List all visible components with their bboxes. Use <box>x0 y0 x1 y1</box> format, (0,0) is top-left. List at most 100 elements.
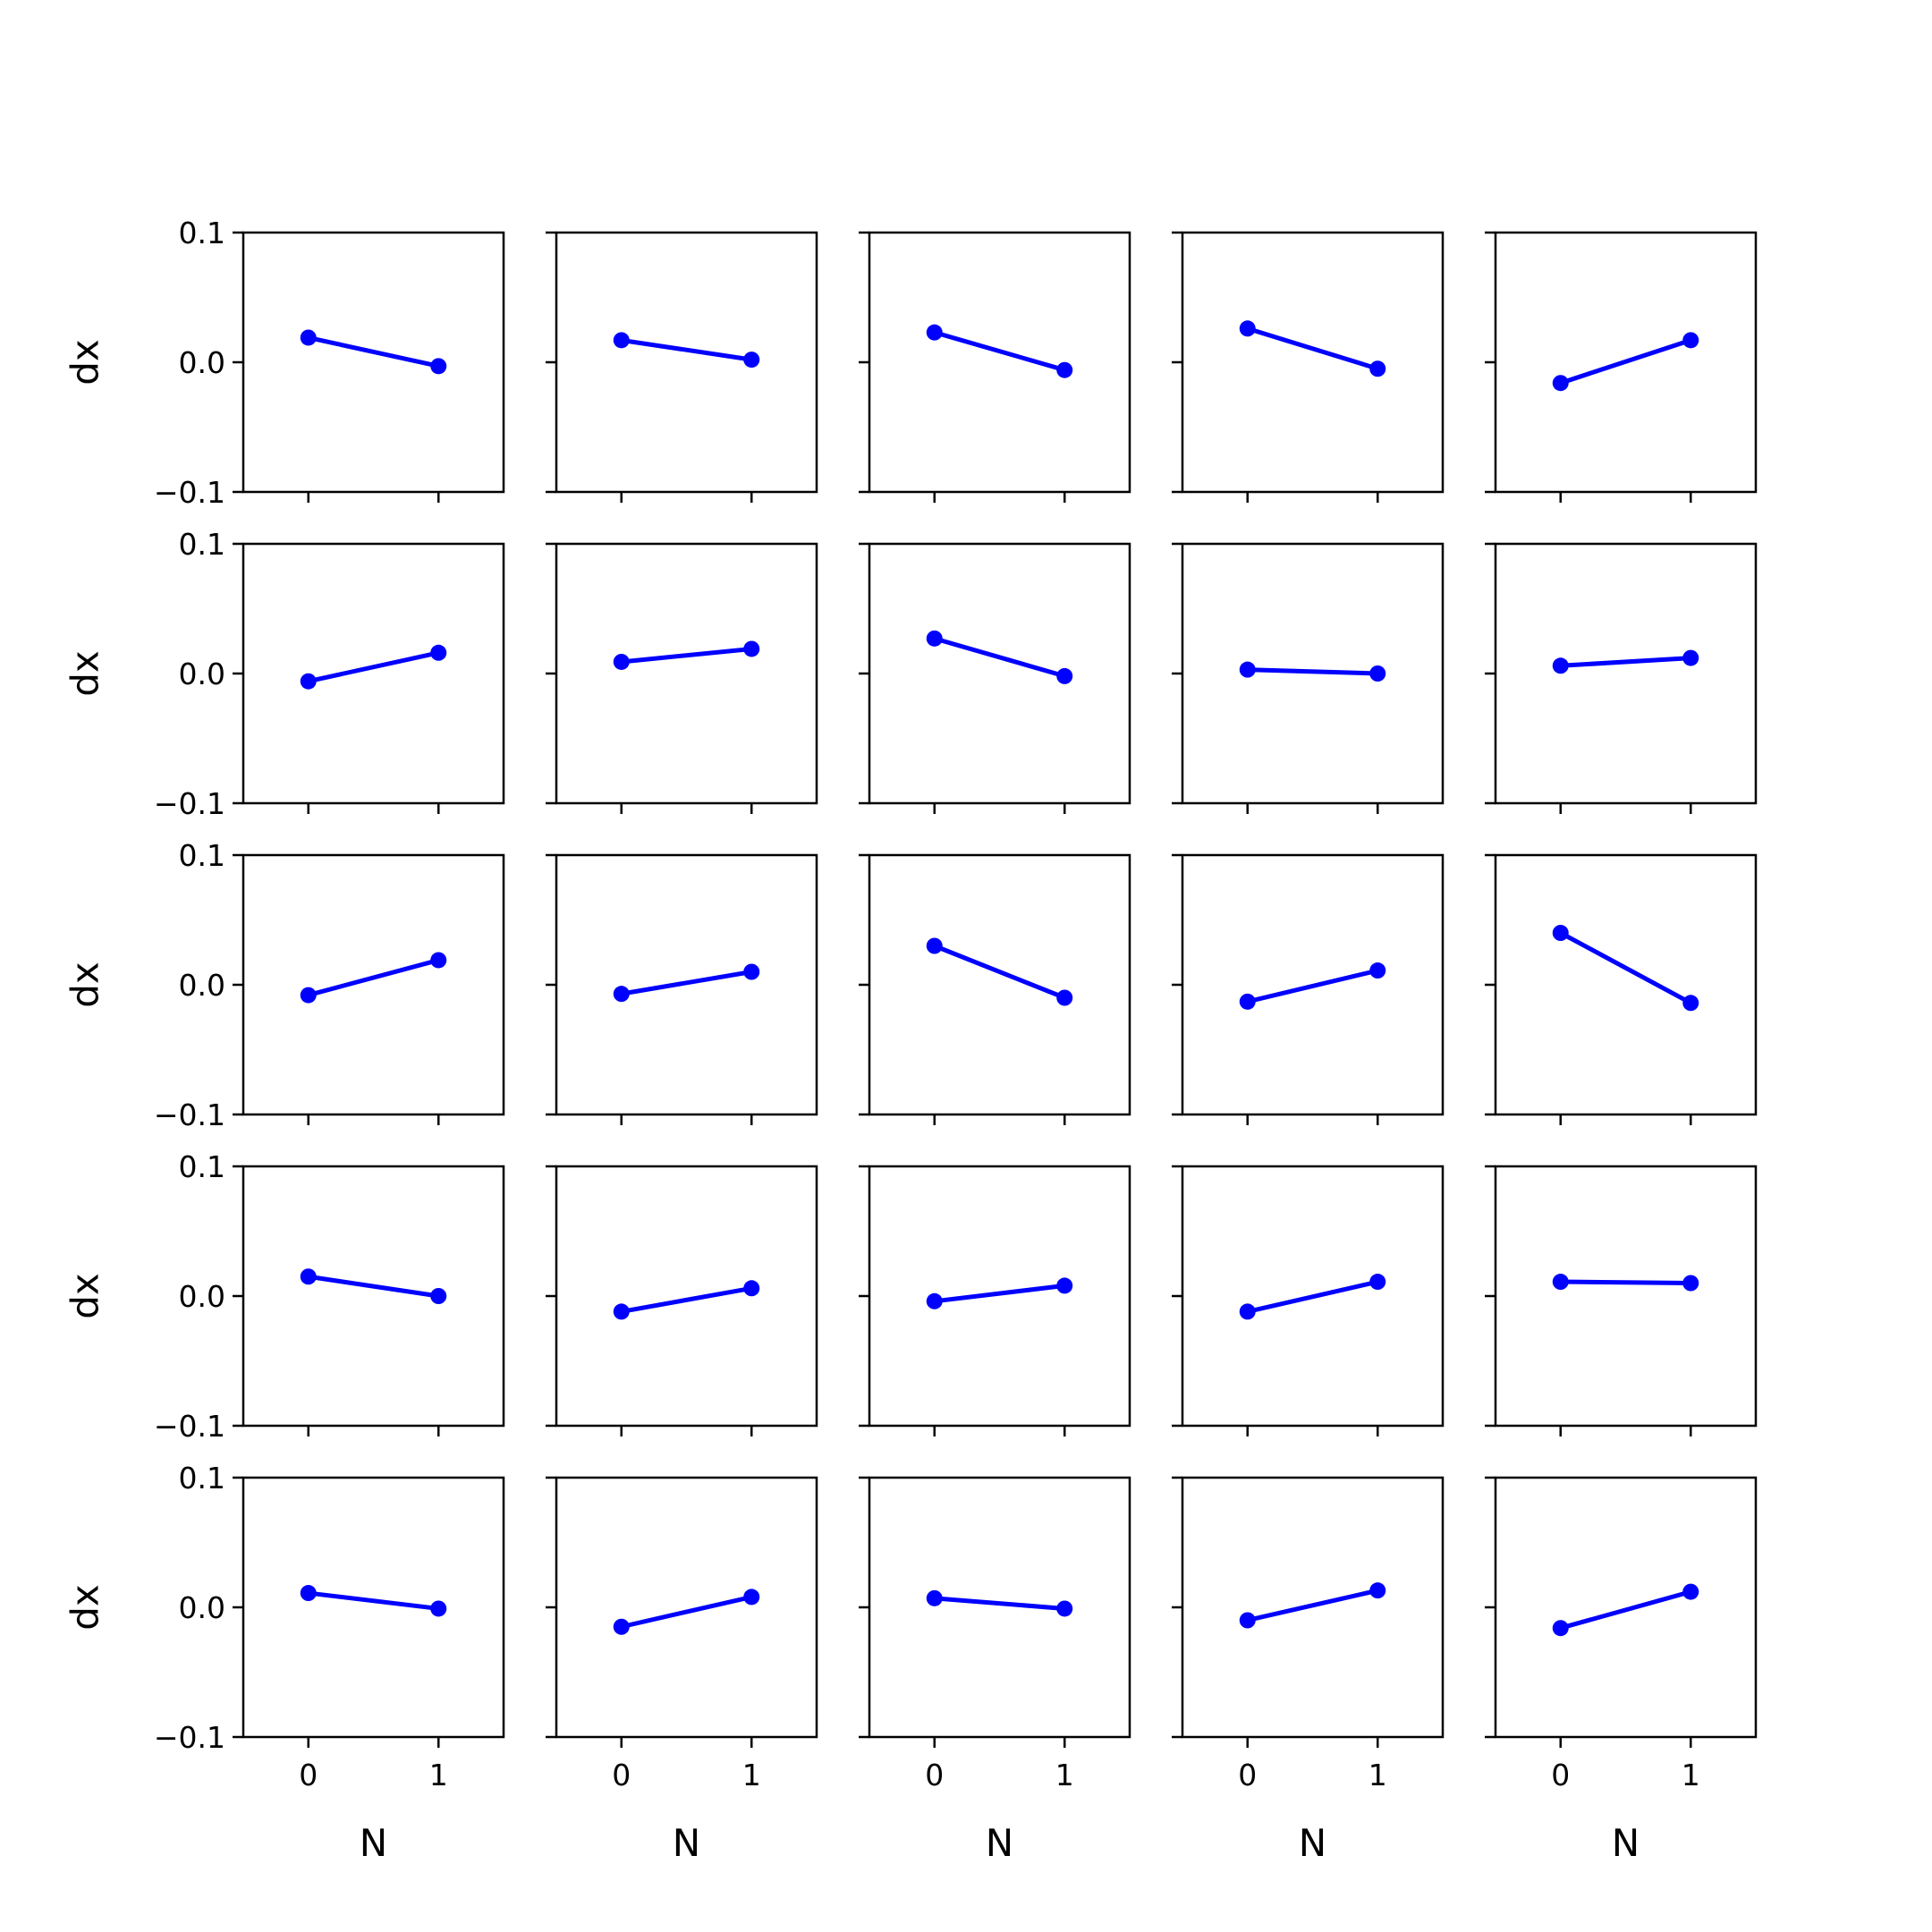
series-line <box>621 1594 752 1630</box>
data-point <box>1369 360 1386 377</box>
y-tick-label: −0.1 <box>154 1409 225 1444</box>
data-point <box>1056 989 1073 1006</box>
data-point <box>1239 1303 1256 1320</box>
y-tick-label: 0.0 <box>179 345 225 380</box>
data-point <box>300 987 317 1004</box>
data-point <box>743 1589 760 1606</box>
series-line <box>621 646 752 665</box>
axes-frame <box>1494 542 1758 805</box>
axes-frame <box>1494 1476 1758 1739</box>
subplot-r4-c2 <box>546 1165 818 1436</box>
data-point <box>1682 1583 1699 1600</box>
series-line <box>308 335 439 369</box>
data-point <box>1056 361 1073 378</box>
data-point <box>1552 1274 1569 1291</box>
data-point <box>1682 332 1699 349</box>
axes-frame <box>1181 1476 1445 1739</box>
subplot-grid: −0.10.00.1dx−0.10.00.1dx−0.10.00.1dx−0.1… <box>64 216 1758 1865</box>
axes-frame <box>242 1165 505 1428</box>
series-line <box>1247 968 1378 1004</box>
data-point <box>1682 995 1699 1012</box>
x-tick-label: 0 <box>299 1758 318 1792</box>
x-axis-label: N <box>986 1821 1013 1865</box>
y-tick-label: −0.1 <box>154 1720 225 1755</box>
data-point <box>430 358 447 375</box>
data-point <box>743 963 760 980</box>
x-tick-label: 1 <box>1682 1758 1700 1792</box>
data-point <box>1056 667 1073 684</box>
axes-frame <box>555 1165 818 1428</box>
y-tick-label: 0.1 <box>179 1461 225 1496</box>
series-line <box>308 958 439 998</box>
y-tick-label: 0.0 <box>179 968 225 1003</box>
axes-frame <box>1181 542 1445 805</box>
x-tick-label: 1 <box>1055 1758 1074 1792</box>
subplot-r2-c1: −0.1 0.0 0.1 dx <box>64 527 505 821</box>
x-tick-label: 0 <box>1551 1758 1570 1792</box>
axes-frame <box>868 231 1131 494</box>
data-point <box>430 1288 447 1304</box>
axes-frame <box>242 1476 505 1739</box>
data-point <box>430 644 447 661</box>
data-point <box>613 332 630 349</box>
data-point <box>300 329 317 346</box>
x-tick-label: 0 <box>925 1758 944 1792</box>
axes-frame <box>242 231 505 494</box>
series-line <box>621 1285 752 1314</box>
series-line <box>934 636 1065 679</box>
x-tick-label: 0 <box>1238 1758 1257 1792</box>
data-point <box>430 952 447 969</box>
series-line <box>934 1283 1065 1304</box>
x-tick-label: 1 <box>429 1758 448 1792</box>
data-point <box>926 1292 943 1309</box>
y-tick-label: −0.1 <box>154 475 225 510</box>
subplot-r1-c4 <box>1172 231 1445 503</box>
y-axis-label: dx <box>64 339 107 386</box>
subplot-r5-c3: 0 1 N <box>859 1476 1131 1865</box>
y-axis-label: dx <box>64 650 107 697</box>
data-point <box>1369 1274 1386 1291</box>
subplot-r3-c1: −0.1 0.0 0.1 dx <box>64 838 505 1132</box>
data-point <box>613 653 630 670</box>
y-tick-label: 0.1 <box>179 1149 225 1184</box>
axes-frame <box>1181 231 1445 494</box>
y-tick-label: −0.1 <box>154 1097 225 1132</box>
subplot-r4-c4 <box>1172 1165 1445 1436</box>
series-line <box>1247 667 1378 676</box>
y-tick-label: 0.0 <box>179 1279 225 1314</box>
data-point <box>1056 1277 1073 1294</box>
data-point <box>926 324 943 341</box>
axes-frame <box>555 231 818 494</box>
series-line <box>1559 337 1692 386</box>
y-tick-label: 0.0 <box>179 1590 225 1625</box>
y-tick-label: 0.1 <box>179 216 225 250</box>
axes-frame <box>868 1165 1131 1428</box>
data-point <box>743 1280 760 1297</box>
subplot-r4-c1: −0.1 0.0 0.1 dx <box>64 1149 505 1444</box>
data-point <box>1552 1620 1569 1637</box>
x-axis-label: N <box>360 1821 387 1865</box>
axes-frame <box>242 853 505 1116</box>
subplot-r2-c3 <box>859 542 1131 814</box>
y-tick-label: −0.1 <box>154 786 225 821</box>
axes-frame <box>555 542 818 805</box>
data-point <box>1369 665 1386 682</box>
subplot-r5-c4: 0 1 N <box>1172 1476 1445 1865</box>
subplot-r5-c5: 0 1 N <box>1485 1476 1758 1865</box>
axes-frame <box>1494 231 1758 494</box>
subplot-r2-c5 <box>1485 542 1758 814</box>
axes-frame <box>868 1476 1131 1739</box>
y-axis-label: dx <box>64 962 107 1008</box>
x-tick-label: 0 <box>612 1758 631 1792</box>
data-point <box>1239 320 1256 337</box>
series-line <box>308 1590 439 1611</box>
series-line <box>621 337 752 362</box>
data-point <box>300 673 317 690</box>
data-point <box>743 352 760 369</box>
series-line <box>1560 1279 1691 1285</box>
axes-frame <box>868 853 1131 1116</box>
series-line <box>934 1596 1065 1611</box>
series-line <box>1560 656 1691 668</box>
